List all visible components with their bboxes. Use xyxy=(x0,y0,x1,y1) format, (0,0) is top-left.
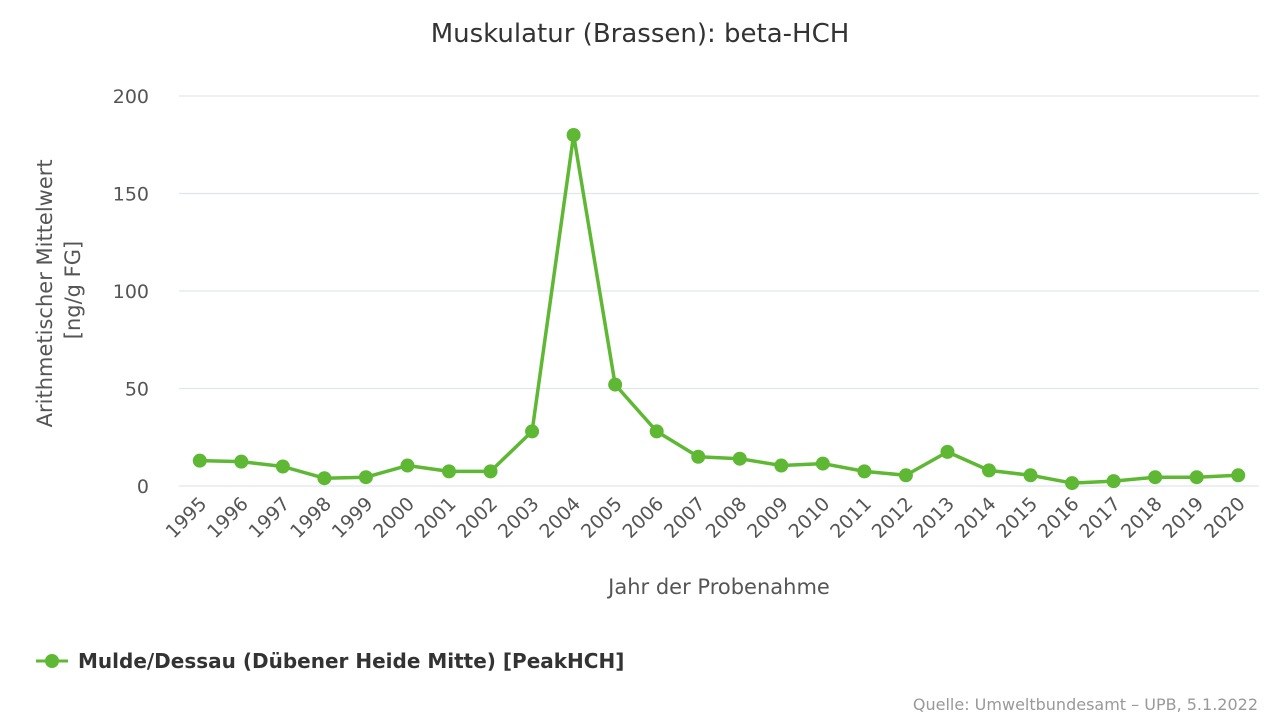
x-tick-label: 2010 xyxy=(785,493,835,543)
x-tick-label: 1995 xyxy=(162,493,212,543)
x-tick-label: 2006 xyxy=(618,493,668,543)
data-point[interactable] xyxy=(525,424,540,439)
data-point[interactable] xyxy=(774,458,789,473)
series-layer xyxy=(192,128,1246,491)
grid-layer xyxy=(179,95,1259,487)
x-tick-label: 2004 xyxy=(535,493,585,543)
data-point[interactable] xyxy=(1231,468,1246,483)
data-point[interactable] xyxy=(608,377,623,392)
x-tick-label: 2019 xyxy=(1158,493,1208,543)
x-tick-label: 2017 xyxy=(1075,493,1125,543)
x-tick-label: 2003 xyxy=(494,493,544,543)
x-tick-label: 2018 xyxy=(1117,493,1167,543)
x-tick-label: 1999 xyxy=(328,493,378,543)
y-tick-label: 50 xyxy=(125,379,149,401)
legend-label: Mulde/Dessau (Dübener Heide Mitte) [Peak… xyxy=(78,649,624,673)
x-tick-label: 2020 xyxy=(1200,493,1250,543)
data-point[interactable] xyxy=(1106,474,1121,489)
x-tick-label: 2005 xyxy=(577,493,627,543)
x-tick-label: 1996 xyxy=(203,493,253,543)
x-tick-label: 2014 xyxy=(951,493,1001,543)
data-point[interactable] xyxy=(442,464,456,479)
x-tick-label: 2002 xyxy=(452,493,502,543)
y-axis-title-line-1: Arithmetischer Mittelwert xyxy=(33,159,57,427)
x-tick-label: 2008 xyxy=(702,493,752,543)
series-line[interactable] xyxy=(198,133,1240,485)
data-point[interactable] xyxy=(483,464,498,479)
x-tick-label: 2011 xyxy=(826,493,876,543)
data-point[interactable] xyxy=(192,453,207,468)
y-axis-title: Arithmetischer Mittelwert [ng/g FG] xyxy=(33,153,85,428)
x-axis-title: Jahr der Probenahme xyxy=(606,575,830,599)
data-point[interactable] xyxy=(400,458,415,473)
x-tick-label: 1998 xyxy=(286,493,336,543)
data-point[interactable] xyxy=(1023,468,1038,483)
y-tick-label: 150 xyxy=(113,184,149,206)
data-point[interactable] xyxy=(358,470,373,485)
x-tick-label: 2012 xyxy=(868,493,918,543)
y-axis-ticks: 0 50 100 150 200 xyxy=(113,86,149,498)
y-axis-title-line-2: [ng/g FG] xyxy=(61,241,85,339)
data-point[interactable] xyxy=(940,444,955,459)
legend-item[interactable]: Mulde/Dessau (Dübener Heide Mitte) [Peak… xyxy=(36,649,624,673)
x-tick-label: 2000 xyxy=(369,493,419,543)
y-tick-label: 100 xyxy=(113,281,149,303)
data-point[interactable] xyxy=(566,128,581,142)
x-tick-label: 2015 xyxy=(992,493,1042,543)
data-point[interactable] xyxy=(317,471,332,486)
data-point[interactable] xyxy=(1065,476,1080,491)
x-axis-ticks: 1995199619971998199920002001200220032004… xyxy=(162,493,1250,543)
x-tick-label: 2016 xyxy=(1034,493,1084,543)
legend-marker-symbol xyxy=(45,654,59,668)
y-tick-label: 0 xyxy=(137,476,149,498)
data-point[interactable] xyxy=(275,459,290,474)
data-point[interactable] xyxy=(234,454,249,469)
data-point[interactable] xyxy=(691,449,706,464)
data-point[interactable] xyxy=(1189,470,1204,485)
x-tick-label: 2007 xyxy=(660,493,710,543)
credits-text[interactable]: Quelle: Umweltbundesamt – UPB, 5.1.2022 xyxy=(913,695,1258,714)
data-point[interactable] xyxy=(815,456,830,471)
x-tick-label: 2009 xyxy=(743,493,793,543)
data-point[interactable] xyxy=(898,468,913,483)
x-tick-label: 2013 xyxy=(909,493,959,543)
data-point[interactable] xyxy=(1148,470,1163,485)
x-tick-label: 2001 xyxy=(411,493,461,543)
data-point[interactable] xyxy=(857,464,872,479)
x-tick-label: 1997 xyxy=(245,493,295,543)
data-point[interactable] xyxy=(982,463,996,478)
data-point[interactable] xyxy=(732,451,747,466)
data-point[interactable] xyxy=(649,424,664,439)
y-tick-label: 200 xyxy=(113,86,149,108)
chart-title: Muskulatur (Brassen): beta-HCH xyxy=(431,19,850,49)
